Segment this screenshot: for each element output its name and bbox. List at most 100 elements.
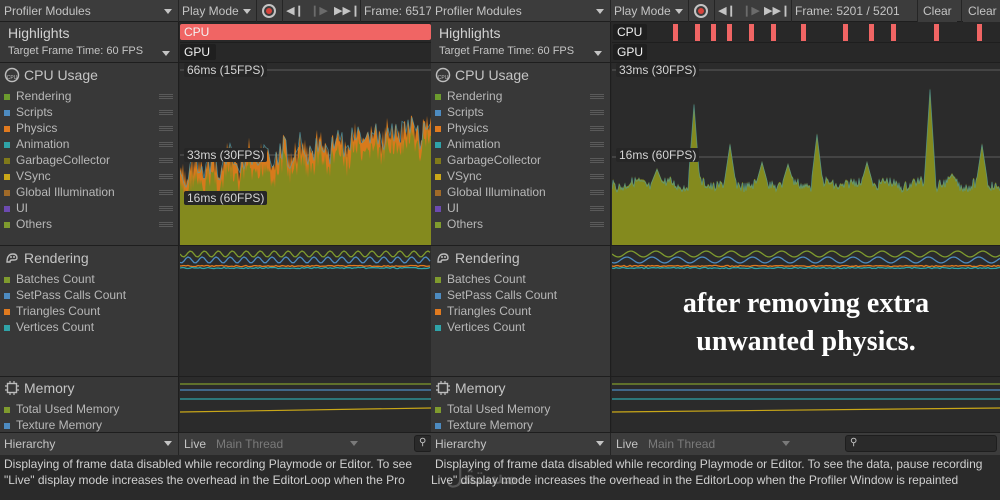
legend-label: Rendering bbox=[447, 89, 503, 103]
target-frame-dropdown[interactable]: Target Frame Time: 60 FPS bbox=[439, 45, 575, 57]
drag-handle[interactable] bbox=[590, 222, 604, 227]
drag-handle[interactable] bbox=[159, 158, 173, 163]
legend-item[interactable]: Rendering bbox=[435, 89, 502, 103]
left-sidebar bbox=[0, 0, 179, 455]
drag-handle[interactable] bbox=[159, 126, 173, 131]
legend-item[interactable]: VSync bbox=[435, 169, 482, 183]
profiler-modules-dropdown[interactable]: Profiler Modules bbox=[431, 0, 610, 22]
legend-item[interactable]: Animation bbox=[435, 137, 500, 151]
hierarchy-dropdown[interactable]: Hierarchy bbox=[0, 433, 178, 455]
rendering-chart[interactable] bbox=[180, 246, 431, 376]
cpu-usage-title[interactable]: CPU Usage bbox=[24, 67, 98, 83]
legend-item[interactable]: Physics bbox=[4, 121, 57, 135]
gpu-highlight-track: GPU bbox=[613, 44, 647, 60]
step-forward-icon[interactable]: ❙▶ bbox=[310, 5, 328, 17]
chevron-down-icon bbox=[162, 51, 170, 56]
legend-item[interactable]: Physics bbox=[435, 121, 488, 135]
profiler-modules-dropdown[interactable]: Profiler Modules bbox=[0, 0, 178, 22]
legend-swatch bbox=[4, 221, 10, 228]
legend-item[interactable]: Texture Memory bbox=[4, 418, 102, 432]
drag-handle[interactable] bbox=[590, 94, 604, 99]
legend-item[interactable]: Others bbox=[435, 217, 483, 231]
memory-chart[interactable] bbox=[180, 377, 431, 432]
rendering-title[interactable]: Rendering bbox=[455, 250, 520, 266]
clear-on-play-button[interactable]: Clear bbox=[963, 0, 1000, 22]
memory-title[interactable]: Memory bbox=[24, 380, 75, 396]
record-icon[interactable] bbox=[262, 4, 276, 18]
watermark-logo: مستقل bbox=[446, 462, 518, 490]
cpu-usage-chart[interactable]: 66ms (15FPS) 33ms (30FPS) 16ms (60FPS) bbox=[180, 63, 431, 245]
rendering-title[interactable]: Rendering bbox=[24, 250, 89, 266]
legend-item[interactable]: Triangles Count bbox=[435, 304, 531, 318]
drag-handle[interactable] bbox=[159, 94, 173, 99]
skip-forward-icon[interactable]: ▶▶❙ bbox=[334, 5, 361, 17]
legend-item[interactable]: Vertices Count bbox=[4, 320, 94, 334]
live-toggle[interactable]: Live bbox=[616, 437, 639, 451]
legend-item[interactable]: UI bbox=[435, 201, 459, 215]
legend-item[interactable]: Others bbox=[4, 217, 52, 231]
step-forward-icon[interactable]: ❙▶ bbox=[742, 5, 760, 17]
legend-item[interactable]: Global Illumination bbox=[435, 185, 546, 199]
play-mode-dropdown[interactable]: Play Mode bbox=[178, 0, 256, 22]
thread-dropdown[interactable]: Main Thread bbox=[212, 433, 362, 455]
memory-title[interactable]: Memory bbox=[455, 380, 506, 396]
drag-handle[interactable] bbox=[159, 206, 173, 211]
drag-handle[interactable] bbox=[159, 110, 173, 115]
record-icon[interactable] bbox=[694, 4, 708, 18]
legend-label: Texture Memory bbox=[447, 418, 534, 432]
legend-label: Others bbox=[16, 217, 53, 231]
cpu-usage-title[interactable]: CPU Usage bbox=[455, 67, 529, 83]
legend-swatch bbox=[435, 324, 441, 331]
drag-handle[interactable] bbox=[590, 158, 604, 163]
target-frame-dropdown[interactable]: Target Frame Time: 60 FPS bbox=[8, 45, 144, 57]
drag-handle[interactable] bbox=[159, 174, 173, 179]
status-line-2-right: Live" display mode increases the overhea… bbox=[431, 473, 959, 487]
legend-item[interactable]: Rendering bbox=[4, 89, 71, 103]
legend-item[interactable]: Texture Memory bbox=[435, 418, 533, 432]
drag-handle[interactable] bbox=[159, 222, 173, 227]
legend-item[interactable]: Batches Count bbox=[435, 272, 526, 286]
legend-item[interactable]: VSync bbox=[4, 169, 51, 183]
step-back-icon[interactable]: ◀❙ bbox=[286, 5, 304, 17]
legend-label: Batches Count bbox=[16, 272, 95, 286]
drag-handle[interactable] bbox=[159, 190, 173, 195]
thread-dropdown[interactable]: Main Thread bbox=[644, 433, 794, 455]
rendering-series-line bbox=[180, 256, 431, 264]
drag-handle[interactable] bbox=[590, 110, 604, 115]
live-toggle[interactable]: Live bbox=[184, 437, 207, 451]
memory-chart[interactable] bbox=[612, 377, 1000, 432]
drag-handle[interactable] bbox=[590, 206, 604, 211]
clear-button[interactable]: Clear bbox=[918, 0, 957, 22]
step-back-icon[interactable]: ◀❙ bbox=[718, 5, 736, 17]
legend-label: Scripts bbox=[16, 105, 53, 119]
legend-item[interactable]: Scripts bbox=[435, 105, 484, 119]
skip-forward-icon[interactable]: ▶▶❙ bbox=[764, 5, 791, 17]
drag-handle[interactable] bbox=[590, 190, 604, 195]
hierarchy-dropdown[interactable]: Hierarchy bbox=[431, 433, 610, 455]
legend-item[interactable]: GarbageCollector bbox=[4, 153, 110, 167]
legend-item[interactable]: Animation bbox=[4, 137, 69, 151]
legend-item[interactable]: Scripts bbox=[4, 105, 53, 119]
legend-item[interactable]: Total Used Memory bbox=[4, 402, 119, 416]
legend-label: Others bbox=[447, 217, 484, 231]
search-input[interactable]: ⚲ bbox=[414, 435, 431, 452]
cpu-chip-icon: CPU bbox=[435, 67, 451, 83]
legend-item[interactable]: Triangles Count bbox=[4, 304, 100, 318]
search-input[interactable]: ⚲ bbox=[845, 435, 997, 452]
drag-handle[interactable] bbox=[590, 174, 604, 179]
legend-item[interactable]: GarbageCollector bbox=[435, 153, 541, 167]
rendering-chart[interactable] bbox=[612, 246, 1000, 376]
drag-handle[interactable] bbox=[590, 126, 604, 131]
play-mode-dropdown[interactable]: Play Mode bbox=[610, 0, 688, 22]
legend-item[interactable]: Total Used Memory bbox=[435, 402, 550, 416]
legend-item[interactable]: Global Illumination bbox=[4, 185, 115, 199]
legend-item[interactable]: Vertices Count bbox=[435, 320, 525, 334]
drag-handle[interactable] bbox=[159, 142, 173, 147]
legend-item[interactable]: UI bbox=[4, 201, 28, 215]
legend-item[interactable]: SetPass Calls Count bbox=[4, 288, 126, 302]
legend-item[interactable]: SetPass Calls Count bbox=[435, 288, 557, 302]
cpu-chip-icon: CPU bbox=[4, 67, 20, 83]
legend-item[interactable]: Batches Count bbox=[4, 272, 95, 286]
cpu-usage-chart[interactable]: 33ms (30FPS) 16ms (60FPS) bbox=[612, 63, 1000, 245]
drag-handle[interactable] bbox=[590, 142, 604, 147]
